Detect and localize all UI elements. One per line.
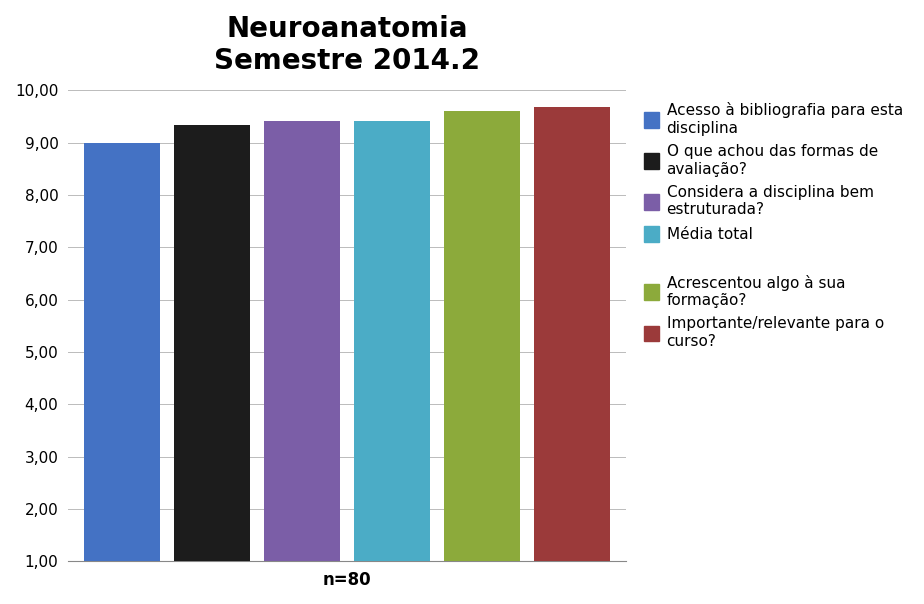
Bar <box>354 121 431 561</box>
Bar <box>84 143 160 561</box>
Bar <box>444 111 520 561</box>
Title: Neuroanatomia
Semestre 2014.2: Neuroanatomia Semestre 2014.2 <box>214 15 480 76</box>
Bar <box>534 107 610 561</box>
Legend: Acesso à bibliografia para esta
disciplina, O que achou das formas de
avaliação?: Acesso à bibliografia para esta discipli… <box>639 98 907 353</box>
Bar <box>263 121 340 561</box>
Bar <box>174 125 250 561</box>
